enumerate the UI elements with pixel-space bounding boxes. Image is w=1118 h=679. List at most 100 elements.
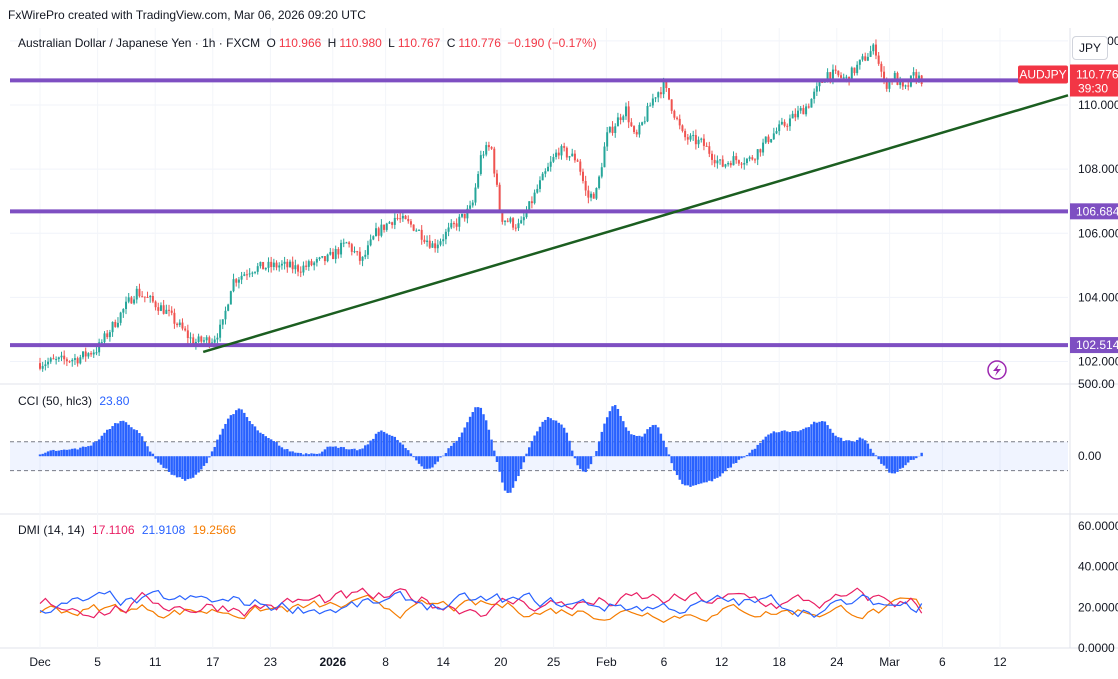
candle-body — [686, 137, 689, 140]
cci-label: CCI (50, hlc3) — [18, 394, 93, 408]
candle-body — [678, 118, 681, 126]
candle-body — [544, 171, 547, 174]
candle-body — [383, 224, 386, 230]
candle-body — [133, 299, 136, 304]
candle-body — [474, 187, 477, 203]
candle-body — [254, 271, 257, 273]
price-pane[interactable] — [10, 39, 1069, 380]
candle-body — [340, 242, 343, 255]
candle-body — [608, 126, 611, 133]
candle-body — [103, 333, 106, 343]
candle-body — [622, 116, 625, 121]
candle-body — [743, 163, 746, 165]
candle-body — [831, 69, 834, 80]
candle-body — [366, 245, 369, 255]
dmi-pane[interactable] — [39, 587, 923, 623]
candle-body — [912, 72, 915, 76]
candle-body — [520, 220, 523, 224]
candle-body — [143, 296, 146, 298]
candle-body — [600, 167, 603, 177]
ascending-trendline[interactable] — [202, 94, 1069, 354]
candle-body — [904, 85, 907, 87]
candle-body — [649, 105, 652, 107]
candle-body — [813, 91, 816, 99]
candle-body — [700, 138, 703, 140]
time-tick-label: 17 — [206, 655, 220, 669]
candle-body — [633, 126, 636, 133]
cci-legend[interactable]: CCI (50, hlc3) 23.80 — [18, 394, 129, 408]
candle-body — [186, 330, 189, 339]
candle-body — [619, 117, 622, 121]
candle-body — [87, 353, 90, 357]
candle-body — [248, 273, 251, 275]
candle-body — [557, 152, 560, 156]
candle-body — [888, 80, 891, 89]
candle-body — [76, 358, 79, 364]
candle-body — [159, 305, 162, 311]
candle-body — [614, 126, 617, 133]
price-tick-label: 108.000 — [1078, 162, 1118, 176]
candle-body — [797, 110, 800, 118]
currency-button[interactable]: JPY — [1072, 36, 1108, 60]
candle-body — [563, 146, 566, 148]
candle-body — [337, 249, 340, 255]
candle-body — [490, 147, 493, 149]
candle-body — [278, 265, 281, 268]
candle-body — [861, 56, 864, 60]
candle-body — [334, 249, 337, 260]
candle-body — [256, 266, 259, 272]
candle-body — [396, 217, 399, 219]
dmi-legend[interactable]: DMI (14, 14) 17.1106 21.9108 19.2566 — [18, 523, 236, 537]
price-tick-label: 110.000 — [1078, 98, 1118, 112]
candle-body — [729, 163, 732, 166]
candle-body — [461, 213, 464, 217]
candle-body — [141, 296, 144, 298]
candle-body — [864, 56, 867, 61]
candle-body — [272, 262, 275, 268]
candle-body — [786, 125, 789, 127]
candle-body — [756, 149, 759, 160]
candle-body — [399, 218, 402, 220]
candle-body — [318, 257, 321, 260]
candle-body — [55, 359, 58, 361]
candle-body — [748, 157, 751, 159]
candle-body — [727, 163, 730, 165]
close-value: 110.776 — [458, 36, 501, 50]
candle-body — [331, 251, 334, 260]
symbol-legend[interactable]: Australian Dollar / Japanese Yen · 1h · … — [18, 36, 600, 50]
candle-body — [611, 126, 614, 133]
candle-body — [775, 131, 778, 134]
candle-body — [100, 342, 103, 344]
lightning-icon[interactable] — [987, 360, 1007, 380]
candle-body — [168, 309, 171, 311]
candle-body — [41, 366, 44, 369]
candle-body — [138, 288, 141, 297]
candle-body — [657, 92, 660, 98]
candle-body — [237, 279, 240, 283]
candle-body — [603, 146, 606, 168]
candle-body — [146, 297, 149, 299]
candle-body — [407, 219, 410, 222]
candle-body — [770, 139, 773, 143]
candle-body — [420, 229, 423, 240]
candle-body — [737, 160, 740, 164]
candle-body — [665, 81, 668, 89]
level-price-label: 106.684 — [1076, 204, 1118, 218]
candle-body — [227, 304, 230, 311]
level-price-tag — [1070, 203, 1118, 220]
cci-pane[interactable] — [10, 405, 1068, 493]
candle-body — [565, 147, 568, 158]
attribution-header: FxWirePro created with TradingView.com, … — [8, 8, 366, 22]
candle-body — [82, 351, 85, 358]
candle-body — [130, 297, 133, 304]
candle-body — [79, 357, 82, 364]
candle-body — [114, 321, 117, 327]
candle-body — [455, 223, 458, 227]
candle-body — [689, 135, 692, 140]
candle-body — [482, 154, 485, 156]
candle-body — [654, 97, 657, 99]
time-tick-label: Dec — [29, 655, 50, 669]
candle-body — [498, 184, 501, 211]
time-tick-label: 6 — [661, 655, 668, 669]
